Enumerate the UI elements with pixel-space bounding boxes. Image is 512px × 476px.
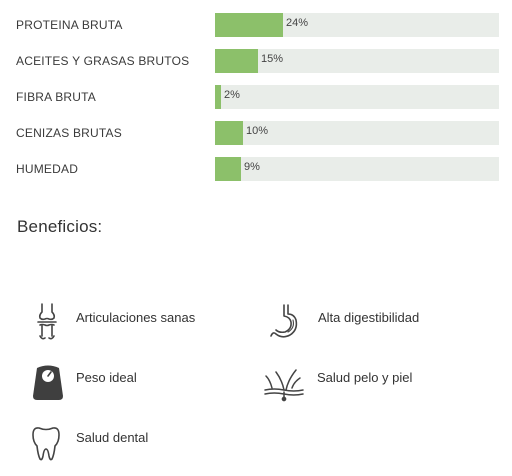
joint-icon [30, 302, 70, 342]
nutrient-row-fiber: FIBRA BRUTA 2% [0, 85, 512, 109]
benefit-dental: Salud dental [30, 422, 230, 462]
bar-value: 10% [246, 125, 269, 137]
scale-icon [30, 362, 70, 402]
bar-fill [215, 121, 243, 145]
benefit-label: Salud dental [76, 430, 149, 445]
benefit-weight: Peso ideal [30, 362, 230, 402]
nutrient-label: FIBRA BRUTA [16, 90, 96, 104]
bar-fill [215, 49, 258, 73]
tooth-icon [30, 422, 70, 462]
bar-value: 15% [261, 53, 284, 65]
benefit-digestion: Alta digestibilidad [268, 302, 488, 342]
nutrient-row-fats: ACEITES Y GRASAS BRUTOS 15% [0, 49, 512, 73]
bar-track [215, 121, 499, 145]
nutrient-row-moisture: HUMEDAD 9% [0, 157, 512, 181]
bar-track [215, 157, 499, 181]
benefit-hair-skin: Salud pelo y piel [262, 362, 492, 402]
bar-track [215, 85, 499, 109]
bar-fill [215, 85, 221, 109]
nutrient-row-ash: CENIZAS BRUTAS 10% [0, 121, 512, 145]
benefit-label: Alta digestibilidad [318, 310, 420, 325]
nutrient-row-protein: PROTEINA BRUTA 24% [0, 13, 512, 37]
bar-value: 2% [224, 89, 240, 101]
nutrient-label: PROTEINA BRUTA [16, 18, 123, 32]
bar-track [215, 13, 499, 37]
bar-value: 9% [244, 161, 260, 173]
benefit-label: Peso ideal [76, 370, 137, 385]
nutrient-label: ACEITES Y GRASAS BRUTOS [16, 54, 190, 68]
bar-fill [215, 157, 241, 181]
hair-skin-icon [262, 362, 304, 402]
benefit-label: Articulaciones sanas [76, 310, 196, 325]
benefit-joints: Articulaciones sanas [30, 302, 230, 342]
bar-track [215, 49, 499, 73]
nutrient-label: HUMEDAD [16, 162, 79, 176]
nutrient-label: CENIZAS BRUTAS [16, 126, 122, 140]
benefits-title: Beneficios: [17, 217, 103, 236]
bar-fill [215, 13, 283, 37]
stomach-icon [268, 302, 308, 342]
benefit-label: Salud pelo y piel [317, 370, 413, 385]
bar-value: 24% [286, 17, 309, 29]
